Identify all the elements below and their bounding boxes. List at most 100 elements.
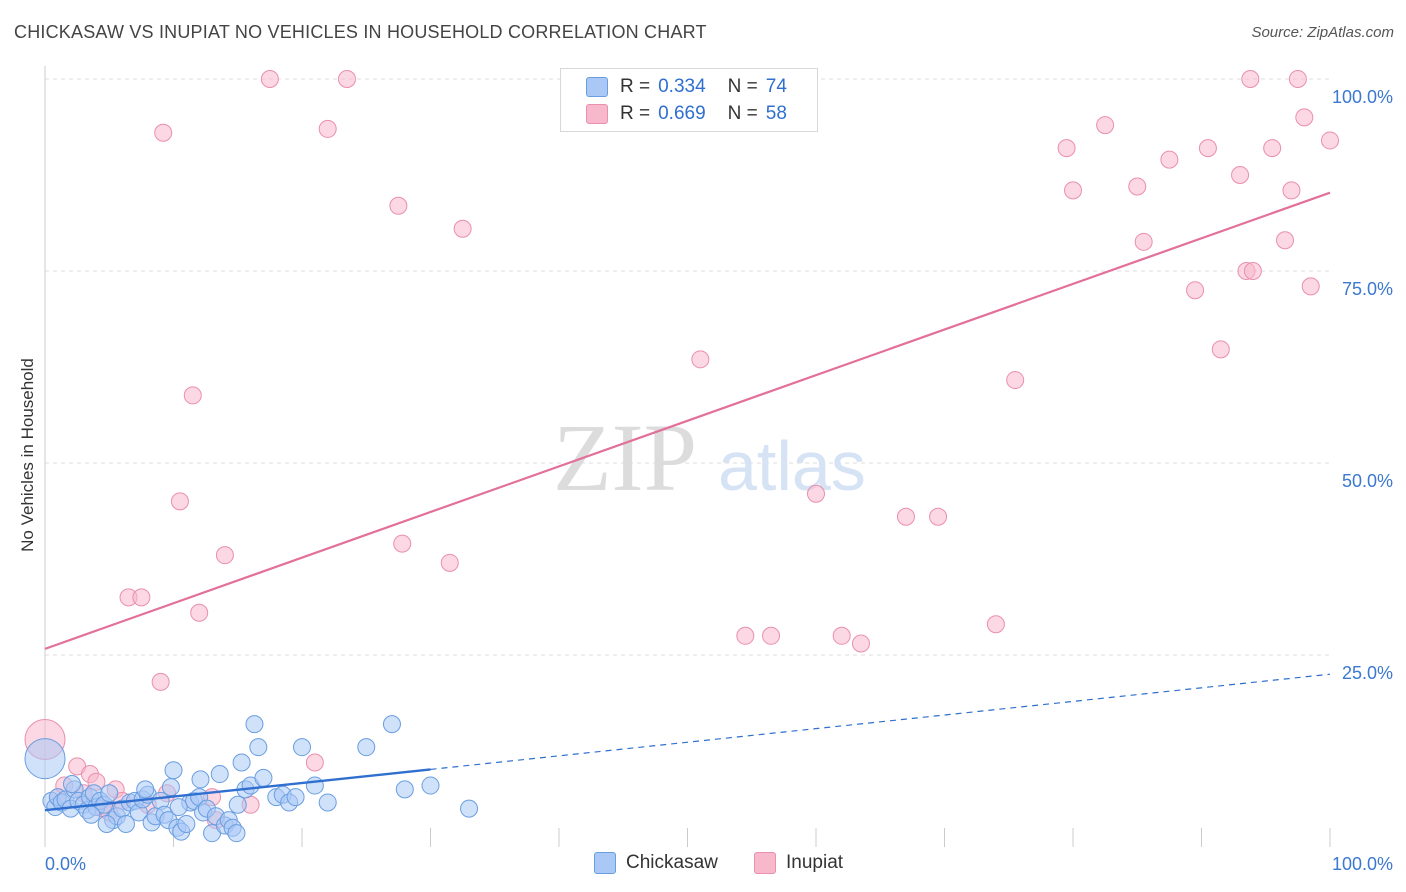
inupiat-point xyxy=(1276,231,1295,250)
inupiat-point xyxy=(151,672,170,691)
chickasaw-point xyxy=(100,784,119,803)
inupiat-point xyxy=(1160,150,1179,169)
legend-swatch-inupiat xyxy=(586,104,608,124)
chickasaw-point xyxy=(232,753,251,772)
inupiat-point xyxy=(1134,232,1153,251)
legend-row-inupiat: R = 0.669 N = 58 xyxy=(586,102,787,126)
chickasaw-point xyxy=(97,814,116,833)
legend-r-label: R = xyxy=(620,103,651,124)
chickasaw-trendline-extrapolated xyxy=(430,673,1331,771)
inupiat-point xyxy=(393,534,412,553)
stats-legend: R = 0.334 N = 74 R = 0.669 N = 58 xyxy=(560,68,818,132)
inupiat-point xyxy=(1211,340,1230,359)
y-tick-label: 100.0% xyxy=(1332,87,1393,107)
inupiat-point xyxy=(1263,139,1282,158)
inupiat-point xyxy=(1288,70,1307,88)
inupiat-point xyxy=(1064,181,1082,200)
tick-labels: 25.0% 50.0% 75.0% 100.0% 0.0% 100.0% xyxy=(45,87,1393,874)
legend-row-chickasaw: R = 0.334 N = 74 xyxy=(586,75,787,99)
legend-item-chickasaw[interactable]: Chickasaw xyxy=(594,852,718,874)
inupiat-point xyxy=(440,553,459,572)
chickasaw-point xyxy=(136,780,155,799)
y-tick-label: 50.0% xyxy=(1342,471,1393,491)
legend-swatch-chickasaw xyxy=(586,77,608,97)
inupiat-point xyxy=(1006,371,1025,390)
chickasaw-point xyxy=(116,814,135,833)
inupiat-point xyxy=(851,634,870,653)
chickasaw-point xyxy=(460,799,479,818)
chickasaw-point xyxy=(286,788,305,807)
inupiat-point xyxy=(1295,108,1314,127)
chickasaw-trendline xyxy=(44,768,431,812)
chickasaw-point xyxy=(164,761,183,780)
legend-n-value: 58 xyxy=(765,103,787,124)
legend-label-inupiat: Inupiat xyxy=(786,852,844,873)
inupiat-point xyxy=(170,492,189,511)
inupiat-point xyxy=(1241,70,1260,88)
chickasaw-point xyxy=(24,738,66,780)
x-tick-label: 0.0% xyxy=(45,854,86,874)
y-tick-label: 75.0% xyxy=(1342,279,1393,299)
inupiat-point xyxy=(986,615,1005,634)
chickasaw-point xyxy=(395,780,414,799)
inupiat-point xyxy=(337,70,356,88)
watermark-atlas: atlas xyxy=(718,427,866,505)
inupiat-point xyxy=(1057,139,1076,158)
inupiat-point xyxy=(1282,181,1301,200)
inupiat-point xyxy=(896,507,915,526)
legend-swatch-inupiat xyxy=(754,852,776,874)
inupiat-point xyxy=(318,119,337,138)
chickasaw-point xyxy=(62,775,81,794)
inupiat-point xyxy=(762,626,781,645)
chickasaw-point xyxy=(382,715,401,734)
source-credit: Source: ZipAtlas.com xyxy=(1251,24,1394,41)
inupiat-point xyxy=(929,507,948,526)
watermark-zip: ZIP xyxy=(553,404,697,511)
chickasaw-point xyxy=(169,798,188,817)
chickasaw-point xyxy=(305,776,324,795)
chickasaw-point xyxy=(357,738,376,757)
chickasaw-point xyxy=(254,768,273,787)
legend-n-label: N = xyxy=(727,103,758,124)
chickasaw-point xyxy=(227,824,246,843)
inupiat-point xyxy=(1186,281,1205,300)
inupiat-point xyxy=(260,70,279,88)
inupiat-point xyxy=(215,546,234,565)
points-layer xyxy=(24,70,1339,843)
inupiat-point xyxy=(154,123,173,142)
inupiat-point xyxy=(132,588,151,607)
inupiat-point xyxy=(183,386,202,405)
chickasaw-point xyxy=(293,738,311,757)
inupiat-point xyxy=(736,626,755,645)
chickasaw-point xyxy=(191,770,210,789)
legend-swatch-chickasaw xyxy=(594,852,616,874)
inupiat-point xyxy=(190,603,209,622)
trend-layer xyxy=(44,191,1331,812)
chart-title: CHICKASAW VS INUPIAT NO VEHICLES IN HOUS… xyxy=(14,22,707,42)
chickasaw-point xyxy=(249,738,268,757)
inupiat-point xyxy=(1096,116,1115,135)
inupiat-point xyxy=(389,196,408,215)
legend-n-label: N = xyxy=(727,76,758,97)
inupiat-point xyxy=(1301,277,1320,296)
watermark: ZIP atlas xyxy=(553,404,866,511)
chickasaw-point xyxy=(82,805,101,824)
chickasaw-point xyxy=(210,765,229,784)
inupiat-point xyxy=(807,484,825,503)
legend-label-chickasaw: Chickasaw xyxy=(626,852,718,873)
legend-r-label: R = xyxy=(620,76,651,97)
inupiat-point xyxy=(1321,131,1339,150)
chickasaw-point xyxy=(318,793,337,812)
legend-r-value: 0.334 xyxy=(658,76,706,97)
inupiat-point xyxy=(1128,177,1147,196)
inupiat-point xyxy=(1243,262,1262,280)
chickasaw-point xyxy=(177,814,196,833)
legend-item-inupiat[interactable]: Inupiat xyxy=(754,852,843,874)
y-tick-label: 25.0% xyxy=(1342,663,1393,683)
chickasaw-point xyxy=(161,778,180,797)
legend-n-value: 74 xyxy=(765,76,787,97)
series-legend: Chickasaw Inupiat xyxy=(0,852,1406,878)
inupiat-point xyxy=(691,350,710,369)
chickasaw-point xyxy=(245,715,264,734)
